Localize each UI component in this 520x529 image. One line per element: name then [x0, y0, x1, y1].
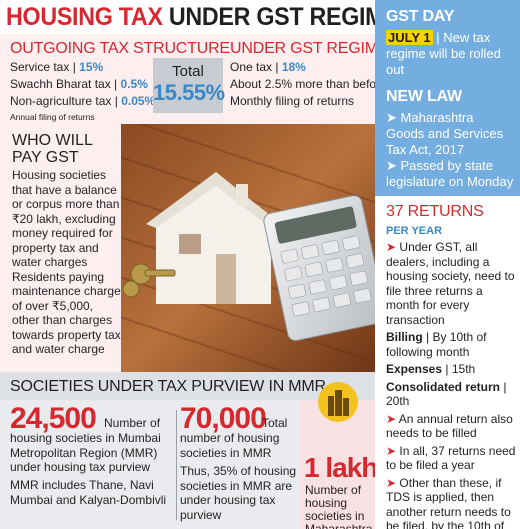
- title-part1: HOUSING TAX: [6, 3, 163, 31]
- new-law-point: ➤ Maharashtra Goods and Services Tax Act…: [386, 110, 504, 157]
- who-para: Residents paying maintenance charge of o…: [12, 269, 121, 357]
- buildings-icon: [318, 382, 358, 422]
- under-gst-line: One tax | 18%: [230, 60, 306, 74]
- gst-day-title: GST DAY: [386, 8, 455, 25]
- returns-point: ➤ Other than these, if TDS is applied, t…: [386, 475, 511, 529]
- stat1-lead: Number of: [104, 416, 161, 430]
- total-label: Total: [172, 63, 204, 80]
- new-law-point: ➤ Passed by state legislature on Monday: [386, 158, 514, 189]
- outgoing-item: Non-agriculture tax | 0.05%: [10, 94, 156, 108]
- stat2-value: 70,000: [180, 402, 267, 435]
- who-body: Housing societies that have a balance or…: [12, 168, 122, 357]
- returns-subtitle: PER YEAR: [386, 225, 443, 237]
- returns-consolidated: Consolidated return | 20th: [386, 379, 507, 409]
- outgoing-item: Swachh Bharat tax | 0.5%: [10, 77, 148, 91]
- stat1-value: 24,500: [10, 402, 97, 435]
- returns-title: 37 RETURNS: [386, 203, 484, 220]
- title-part2: UNDER GST REGIME: [168, 3, 400, 31]
- divider: [176, 410, 177, 520]
- date-highlight: JULY 1: [386, 30, 433, 45]
- returns-point: ➤ An annual return also needs to be fill…: [386, 411, 513, 441]
- new-law-title: NEW LAW: [386, 88, 462, 105]
- stat3-value: 1 lakh: [304, 452, 378, 483]
- stat2-note: Thus, 35% of housing societies in MMR ar…: [180, 464, 297, 522]
- returns-expenses: Expenses | 15th: [386, 362, 476, 376]
- under-gst-line: Monthly filing of returns: [230, 94, 355, 108]
- returns-point: ➤ In all, 37 returns need to be filed a …: [386, 443, 516, 473]
- societies-title: SOCIETIES UNDER TAX PURVIEW IN MMR: [10, 378, 326, 395]
- outgoing-item: Service tax | 15%: [10, 60, 104, 74]
- returns-billing: Billing | By 10th of following month: [386, 330, 487, 359]
- stat1-text: housing societies in Mumbai Metropolitan…: [10, 431, 161, 474]
- header: HOUSING TAX UNDER GST REGIME: [0, 0, 400, 34]
- returns-point: ➤ Under GST, all dealers, including a ho…: [386, 240, 515, 327]
- under-gst-title: UNDER GST REGIME: [230, 40, 389, 57]
- who-panel: [0, 124, 121, 372]
- gst-day-text: JULY 1 | New tax regime will be rolled o…: [386, 30, 501, 77]
- page-title: HOUSING TAX UNDER GST REGIME: [6, 2, 400, 32]
- returns-body: ➤ Under GST, all dealers, including a ho…: [386, 240, 516, 529]
- returns-panel: [375, 196, 520, 529]
- stat2-text: number of housing societies in MMR: [180, 431, 280, 460]
- stat3-text: Number of housing societies in Maharasht…: [305, 483, 373, 529]
- stat1-note: MMR includes Thane, Navi Mumbai and Kaly…: [10, 478, 167, 507]
- under-gst-line: About 2.5% more than before: [230, 77, 387, 91]
- outgoing-note: Annual filing of returns: [10, 112, 95, 122]
- total-box: Total 15.55%: [153, 58, 225, 113]
- who-para: Housing societies that have a balance or…: [12, 168, 120, 269]
- who-title: WHO WILL PAY GST: [12, 132, 93, 166]
- societies-header: [0, 372, 375, 400]
- outgoing-title: OUTGOING TAX STRUCTURE: [10, 40, 230, 57]
- total-value: 15.55%: [153, 80, 225, 105]
- house-keys-calculator-photo: [121, 124, 375, 372]
- stat2-lead: Total: [262, 416, 288, 430]
